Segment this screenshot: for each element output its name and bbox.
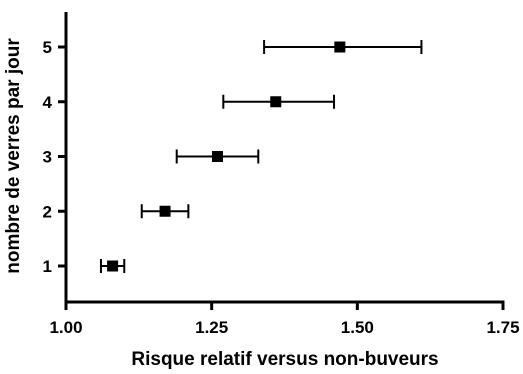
x-tick-label: 1.25 bbox=[195, 318, 228, 337]
x-tick-label: 1.75 bbox=[486, 318, 519, 337]
y-axis-title: nombre de verres par jour bbox=[3, 38, 24, 274]
x-tick-label: 1.50 bbox=[341, 318, 374, 337]
y-tick-label: 1 bbox=[43, 257, 52, 276]
x-tick-label: 1.00 bbox=[49, 318, 82, 337]
data-point bbox=[159, 205, 171, 217]
data-point bbox=[211, 151, 223, 162]
y-tick-label: 4 bbox=[43, 93, 53, 112]
data-marks bbox=[99, 40, 423, 273]
y-tick-label: 2 bbox=[43, 202, 52, 221]
data-point bbox=[270, 96, 282, 108]
axes: 1.00 1.25 1.50 1.75 1 2 3 4 5 bbox=[43, 12, 520, 337]
data-point bbox=[107, 260, 119, 272]
y-tick-label: 5 bbox=[43, 38, 52, 57]
y-tick-label: 3 bbox=[43, 148, 52, 167]
data-point bbox=[334, 41, 346, 53]
x-axis-title: Risque relatif versus non-buveurs bbox=[131, 349, 438, 370]
